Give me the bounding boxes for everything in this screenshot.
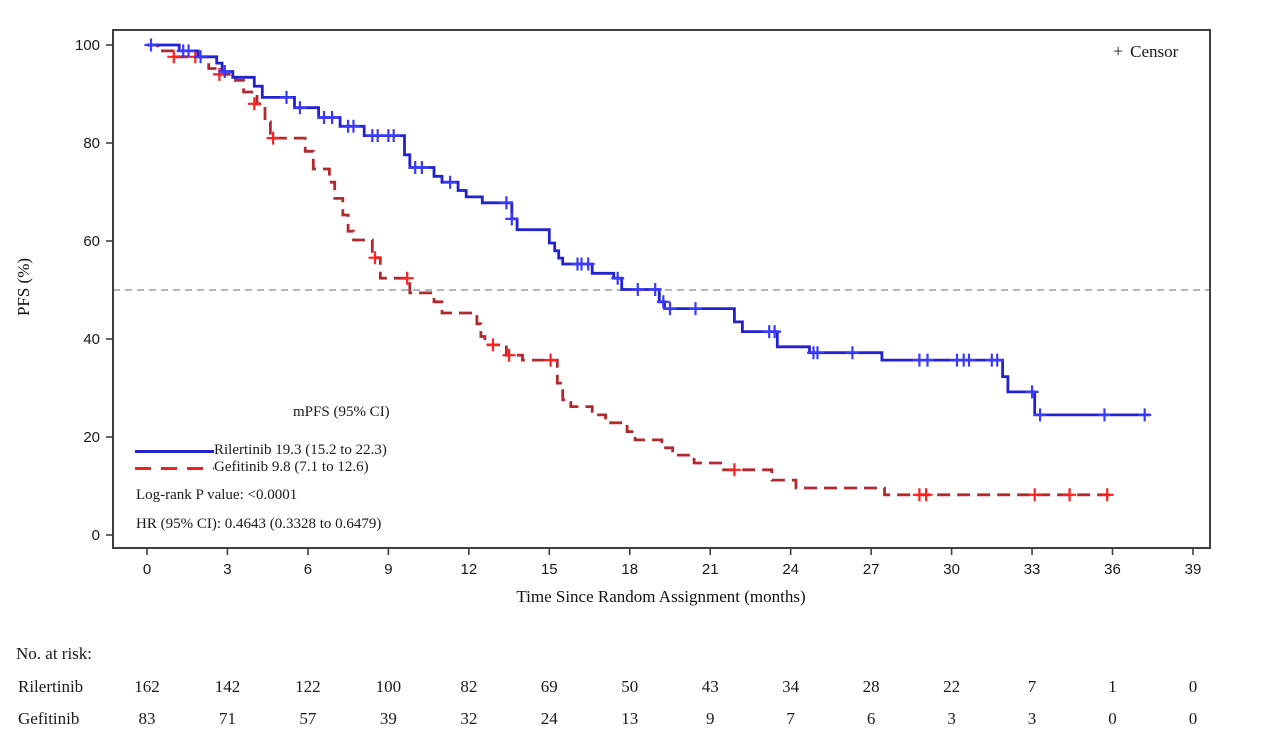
at-risk-count: 57 xyxy=(299,709,317,728)
at-risk-label-rilertinib: Rilertinib xyxy=(18,677,84,696)
at-risk-count: 0 xyxy=(1188,709,1198,728)
at-risk-count: 3 xyxy=(1027,709,1037,728)
x-tick-label: 3 xyxy=(223,561,231,578)
y-tick-label: 100 xyxy=(75,37,100,54)
at-risk-count: 83 xyxy=(138,709,156,728)
x-tick-label: 30 xyxy=(943,561,960,578)
at-risk-count: 1 xyxy=(1108,677,1117,696)
at-risk-count: 43 xyxy=(701,677,719,696)
plot-border xyxy=(112,29,1211,549)
at-risk-count: 0 xyxy=(1188,677,1198,696)
x-tick-label: 12 xyxy=(460,561,477,578)
censor-legend: + Censor xyxy=(1113,41,1178,62)
at-risk-title: No. at risk: xyxy=(16,644,93,663)
x-tick-label: 24 xyxy=(782,561,799,578)
at-risk-count: 24 xyxy=(540,709,558,728)
censor-marks-rilertinib xyxy=(144,38,1152,422)
y-tick-label: 0 xyxy=(92,527,100,544)
at-risk-count: 22 xyxy=(943,677,961,696)
x-axis-title: Time Since Random Assignment (months) xyxy=(516,587,806,606)
at-risk-count: 162 xyxy=(134,677,160,696)
at-risk-count: 9 xyxy=(705,709,715,728)
x-tick-label: 39 xyxy=(1185,561,1202,578)
legend-sample-gefitinib xyxy=(135,467,214,470)
survival-curve-gefitinib xyxy=(147,43,1110,497)
at-risk-count: 0 xyxy=(1108,709,1117,728)
at-risk-count: 28 xyxy=(862,677,880,696)
x-tick-label: 33 xyxy=(1024,561,1041,578)
y-tick-label: 80 xyxy=(83,135,100,152)
at-risk-count: 122 xyxy=(295,677,321,696)
censor-plus-icon: + xyxy=(1113,41,1124,61)
y-tick-label: 20 xyxy=(83,429,100,446)
at-risk-count: 32 xyxy=(460,709,478,728)
legend-sample-rilertinib xyxy=(135,450,214,453)
at-risk-count: 13 xyxy=(621,709,639,728)
logrank-annotation: Log-rank P value: <0.0001 xyxy=(136,487,298,503)
y-tick-label: 60 xyxy=(83,233,100,250)
legend-label-gefitinib: Gefitinib 9.8 (7.1 to 12.6) xyxy=(214,459,369,475)
at-risk-count: 34 xyxy=(782,677,800,696)
legend-header: mPFS (95% CI) xyxy=(293,404,390,420)
at-risk-count: 69 xyxy=(540,677,558,696)
at-risk-label-gefitinib: Gefitinib xyxy=(18,709,80,728)
x-tick-label: 9 xyxy=(384,561,392,578)
survival-curve-rilertinib xyxy=(147,43,1151,417)
legend-label-rilertinib: Rilertinib 19.3 (15.2 to 22.3) xyxy=(214,442,387,458)
at-risk-count: 50 xyxy=(621,677,639,696)
at-risk-count: 3 xyxy=(947,709,956,728)
x-tick-label: 0 xyxy=(143,561,151,578)
at-risk-count: 6 xyxy=(866,709,876,728)
at-risk-count: 71 xyxy=(218,709,236,728)
x-tick-label: 27 xyxy=(863,561,880,578)
hr-annotation: HR (95% CI): 0.4643 (0.3328 to 0.6479) xyxy=(136,516,382,532)
y-axis-title: PFS (%) xyxy=(14,257,33,317)
x-tick-label: 21 xyxy=(702,561,719,578)
at-risk-count: 142 xyxy=(214,677,241,696)
x-tick-label: 15 xyxy=(541,561,558,578)
censor-label: Censor xyxy=(1130,42,1179,61)
x-tick-label: 6 xyxy=(304,561,312,578)
censor-marks-gefitinib xyxy=(167,50,1114,502)
at-risk-count: 7 xyxy=(786,709,795,728)
x-tick-label: 36 xyxy=(1104,561,1121,578)
at-risk-count: 7 xyxy=(1027,677,1037,696)
at-risk-count: 100 xyxy=(375,677,402,696)
x-tick-label: 18 xyxy=(621,561,638,578)
at-risk-count: 39 xyxy=(379,709,397,728)
at-risk-count: 82 xyxy=(460,677,478,696)
y-tick-label: 40 xyxy=(83,331,100,348)
